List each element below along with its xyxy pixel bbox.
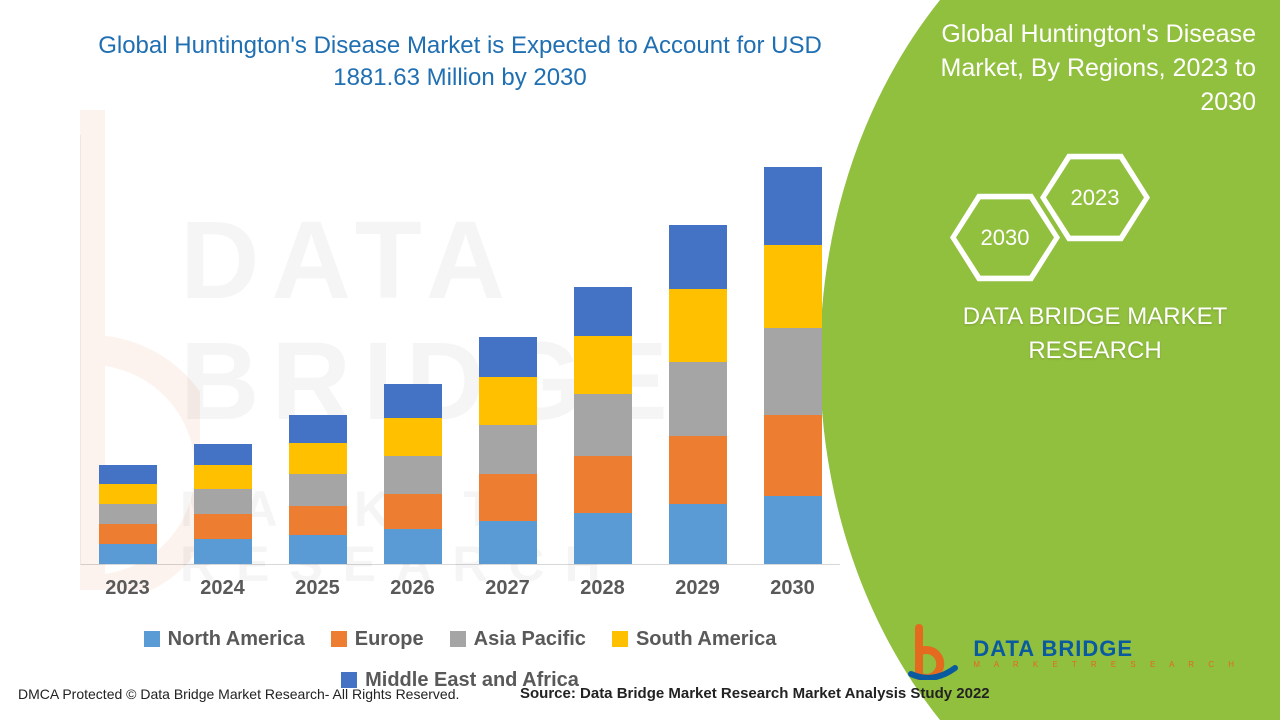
brand-logo-mark bbox=[905, 624, 961, 680]
xlabel: 2030 bbox=[764, 577, 822, 600]
xlabel: 2026 bbox=[384, 577, 442, 600]
brand-logo: DATA BRIDGE M A R K E T R E S E A R C H bbox=[905, 624, 1240, 680]
legend-swatch bbox=[612, 631, 628, 647]
bar-seg bbox=[479, 521, 537, 564]
bar-seg bbox=[384, 384, 442, 419]
xlabel: 2027 bbox=[479, 577, 537, 600]
right-panel: Global Huntington's Disease Market, By R… bbox=[820, 0, 1280, 720]
stage: DATA BRIDGE MARKET RESEARCH Global Hunti… bbox=[0, 0, 1280, 720]
chart-xlabels: 2023 2024 2025 2026 2027 2028 2029 2030 bbox=[80, 577, 840, 600]
bar-seg bbox=[479, 474, 537, 520]
bar-seg bbox=[574, 336, 632, 394]
bar-seg bbox=[99, 465, 157, 485]
chart-title: Global Huntington's Disease Market is Ex… bbox=[80, 30, 840, 95]
bar-2028 bbox=[574, 287, 632, 564]
bar-seg bbox=[574, 287, 632, 337]
bar-seg bbox=[764, 328, 822, 415]
brand-logo-line1: DATA BRIDGE bbox=[973, 636, 1240, 662]
chart-legend: North America Europe Asia Pacific South Ame… bbox=[80, 628, 840, 692]
bar-seg bbox=[99, 484, 157, 504]
bar-seg bbox=[194, 465, 252, 490]
hex-2023-label: 2023 bbox=[1046, 156, 1144, 239]
xlabel: 2028 bbox=[574, 577, 632, 600]
bar-seg bbox=[479, 425, 537, 475]
bar-seg bbox=[99, 524, 157, 544]
bar-seg bbox=[384, 418, 442, 456]
legend-label: Asia Pacific bbox=[474, 628, 586, 651]
bar-2026 bbox=[384, 384, 442, 564]
legend-label: South America bbox=[636, 628, 776, 651]
bar-seg bbox=[289, 535, 347, 564]
bar-seg bbox=[289, 415, 347, 443]
legend-item: North America bbox=[144, 628, 305, 651]
brand-logo-line2: M A R K E T R E S E A R C H bbox=[973, 660, 1240, 669]
chart-bars bbox=[81, 135, 840, 564]
bar-2029 bbox=[669, 225, 727, 564]
right-panel-title: Global Huntington's Disease Market, By R… bbox=[900, 18, 1256, 119]
bar-seg bbox=[384, 494, 442, 529]
xlabel: 2023 bbox=[99, 577, 157, 600]
xlabel: 2024 bbox=[194, 577, 252, 600]
bar-2024 bbox=[194, 444, 252, 564]
bar-2023 bbox=[99, 465, 157, 564]
bar-seg bbox=[384, 456, 442, 494]
bar-seg bbox=[669, 225, 727, 290]
xlabel: 2029 bbox=[669, 577, 727, 600]
bar-seg bbox=[194, 514, 252, 539]
bar-seg bbox=[289, 474, 347, 505]
legend-swatch bbox=[144, 631, 160, 647]
legend-swatch bbox=[331, 631, 347, 647]
bar-seg bbox=[194, 539, 252, 564]
right-panel-brand: DATA BRIDGE MARKET RESEARCH bbox=[940, 300, 1250, 367]
bar-seg bbox=[479, 377, 537, 425]
bar-seg bbox=[574, 456, 632, 512]
legend-label: Europe bbox=[355, 628, 424, 651]
bar-seg bbox=[289, 506, 347, 535]
hex-2030-label: 2030 bbox=[956, 196, 1054, 279]
bar-seg bbox=[194, 489, 252, 514]
chart-wrap: Global Huntington's Disease Market is Ex… bbox=[80, 30, 840, 692]
footer-source: Source: Data Bridge Market Research Mark… bbox=[520, 685, 990, 702]
bar-seg bbox=[194, 444, 252, 465]
bar-seg bbox=[764, 245, 822, 328]
legend-item: South America bbox=[612, 628, 776, 651]
bar-seg bbox=[669, 362, 727, 436]
xlabel: 2025 bbox=[289, 577, 347, 600]
bar-seg bbox=[99, 504, 157, 524]
bar-seg bbox=[669, 436, 727, 504]
bar-seg bbox=[479, 337, 537, 377]
bar-seg bbox=[99, 544, 157, 564]
bar-2030 bbox=[764, 167, 822, 564]
legend-label: North America bbox=[168, 628, 305, 651]
legend-item: Europe bbox=[331, 628, 424, 651]
brand-logo-text: DATA BRIDGE M A R K E T R E S E A R C H bbox=[973, 636, 1240, 669]
chart-plot bbox=[80, 135, 840, 565]
footer-dmca: DMCA Protected © Data Bridge Market Rese… bbox=[18, 686, 459, 702]
bar-seg bbox=[764, 167, 822, 246]
legend-swatch bbox=[450, 631, 466, 647]
bar-seg bbox=[574, 513, 632, 564]
bar-seg bbox=[384, 529, 442, 564]
bar-seg bbox=[574, 394, 632, 456]
bar-seg bbox=[669, 504, 727, 564]
bar-seg bbox=[764, 415, 822, 496]
legend-item: Asia Pacific bbox=[450, 628, 586, 651]
bar-2027 bbox=[479, 337, 537, 564]
bar-seg bbox=[669, 289, 727, 362]
bar-2025 bbox=[289, 415, 347, 564]
bar-seg bbox=[289, 443, 347, 474]
bar-seg bbox=[764, 496, 822, 564]
